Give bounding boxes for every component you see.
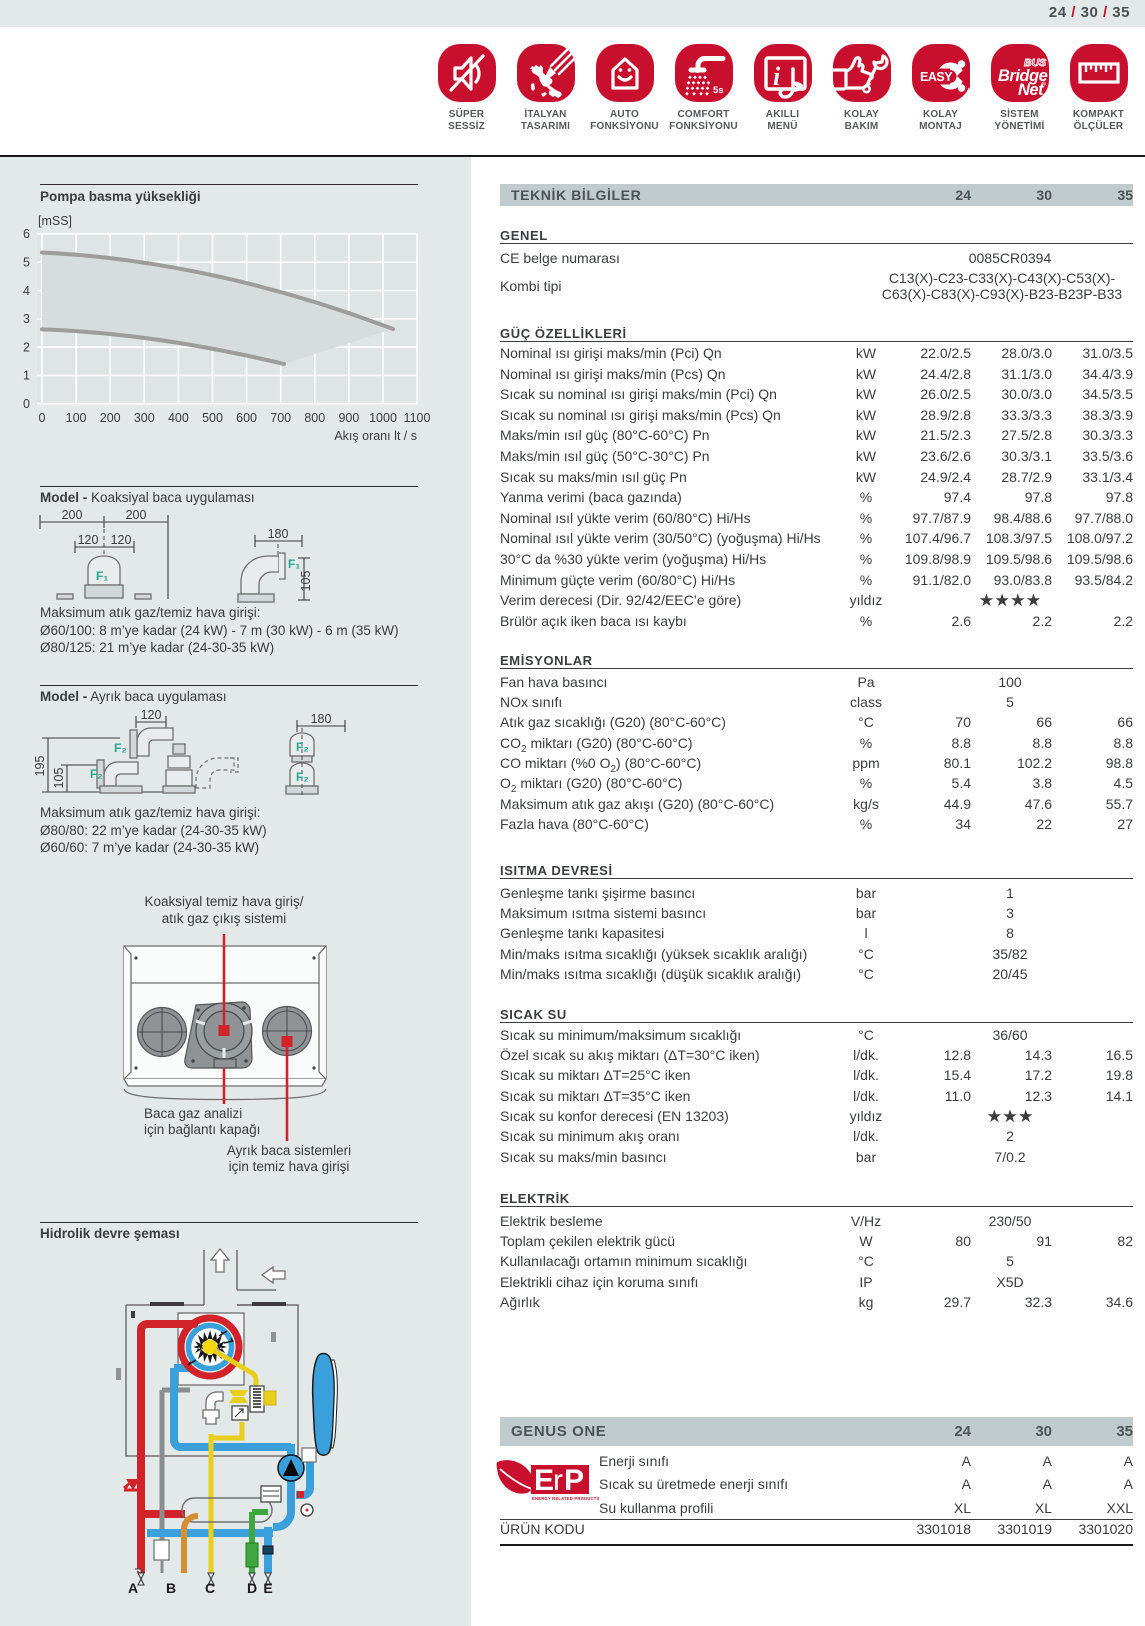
svg-text:200: 200: [126, 508, 147, 522]
svg-text:800: 800: [304, 411, 325, 425]
svg-text:3: 3: [23, 312, 30, 326]
svg-text:F₂: F₂: [90, 767, 103, 781]
svg-text:F₁: F₁: [288, 557, 300, 571]
svg-text:5s: 5s: [713, 85, 724, 96]
svg-text:ENERGY RELATED PRODUCTS: ENERGY RELATED PRODUCTS: [532, 1496, 600, 1501]
svg-text:400: 400: [168, 411, 189, 425]
svg-text:120: 120: [78, 533, 99, 547]
svg-text:4: 4: [23, 284, 30, 298]
svg-text:i: i: [773, 62, 781, 91]
svg-text:200: 200: [62, 508, 83, 522]
svg-text:700: 700: [270, 411, 291, 425]
svg-text:200: 200: [100, 411, 121, 425]
svg-text:0: 0: [23, 397, 30, 411]
svg-text:Akış oranı lt / s: Akış oranı lt / s: [334, 429, 417, 443]
svg-text:500: 500: [202, 411, 223, 425]
svg-text:r: r: [553, 1464, 563, 1497]
svg-text:180: 180: [268, 527, 289, 541]
svg-text:105: 105: [52, 768, 66, 789]
svg-text:Bridge: Bridge: [998, 67, 1048, 85]
svg-text:F₂: F₂: [114, 741, 127, 755]
svg-text:600: 600: [236, 411, 257, 425]
svg-text:F₁: F₁: [96, 569, 108, 583]
svg-text:BUS: BUS: [1024, 57, 1046, 69]
svg-text:105: 105: [299, 571, 313, 592]
svg-text:0: 0: [39, 411, 46, 425]
svg-text:1100: 1100: [404, 411, 431, 425]
svg-text:E: E: [534, 1464, 554, 1497]
svg-text:6: 6: [23, 227, 30, 241]
svg-text:120: 120: [111, 533, 132, 547]
svg-text:120: 120: [141, 708, 162, 722]
svg-text:5: 5: [23, 256, 30, 270]
svg-text:E: E: [263, 1580, 272, 1596]
svg-text:100: 100: [66, 411, 87, 425]
svg-text:180: 180: [311, 712, 332, 726]
svg-text:EASY: EASY: [920, 70, 953, 84]
svg-text:1000: 1000: [369, 411, 397, 425]
svg-text:P: P: [564, 1464, 584, 1497]
svg-text:A: A: [128, 1580, 138, 1596]
svg-text:Net: Net: [1018, 81, 1045, 99]
svg-text:1: 1: [23, 369, 30, 383]
svg-text:195: 195: [33, 756, 47, 777]
svg-text:F₂: F₂: [296, 740, 309, 754]
svg-text:D: D: [247, 1580, 257, 1596]
svg-text:2: 2: [23, 340, 30, 354]
svg-text:B: B: [166, 1580, 176, 1596]
svg-text:®: ®: [1041, 80, 1046, 88]
svg-text:C: C: [205, 1580, 215, 1596]
svg-text:900: 900: [338, 411, 359, 425]
svg-text:F₂: F₂: [296, 770, 309, 784]
svg-text:300: 300: [134, 411, 155, 425]
